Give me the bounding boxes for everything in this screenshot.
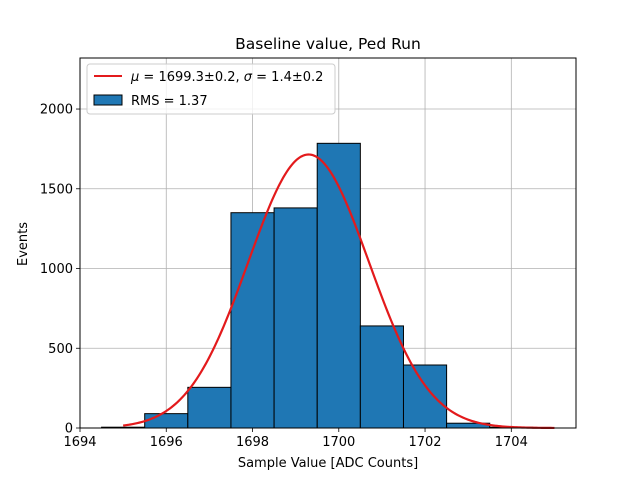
gaussian-fit — [122, 153, 555, 430]
x-tick-label: 1694 — [63, 435, 96, 450]
x-tick-label: 1696 — [150, 435, 183, 450]
y-tick-label: 0 — [65, 422, 73, 437]
y-tick-label: 1000 — [40, 262, 73, 277]
x-axis-label: Sample Value [ADC Counts] — [238, 456, 418, 471]
x-tick-label: 1700 — [322, 435, 355, 450]
y-tick-label: 500 — [48, 342, 73, 357]
plot-frame — [79, 57, 577, 429]
histogram-bar — [316, 142, 361, 429]
legend-hist-label: RMS = 1.37 — [131, 94, 208, 109]
histogram-bars — [101, 142, 534, 429]
legend: μ = 1699.3±0.2, σ = 1.4±0.2 RMS = 1.37 — [86, 63, 336, 115]
y-tick-label: 2000 — [40, 103, 73, 118]
legend-hist-swatch — [93, 94, 123, 106]
histogram-bar — [230, 212, 275, 429]
legend-mu-value: = 1699.3±0.2, — [139, 70, 243, 85]
legend-sigma-symbol: σ — [244, 70, 253, 85]
y-axis-ticks: 0 500 1000 1500 2000 — [40, 103, 80, 437]
x-axis-ticks: 1694 1696 1698 1700 1702 1704 — [63, 428, 528, 450]
legend-mu-symbol: μ — [130, 70, 139, 85]
legend-sigma-value: = 1.4±0.2 — [252, 70, 323, 85]
histogram-bar — [359, 325, 404, 429]
histogram-bar — [402, 364, 448, 429]
legend-fit-label: μ = 1699.3±0.2, σ = 1.4±0.2 — [130, 70, 323, 85]
x-tick-label: 1702 — [408, 435, 441, 450]
x-tick-label: 1698 — [236, 435, 269, 450]
histogram-bar — [187, 386, 232, 429]
fit-curve — [122, 153, 555, 430]
histogram-bar — [273, 207, 318, 429]
y-axis-label: Events — [16, 222, 31, 266]
legend-box — [86, 63, 336, 115]
x-tick-label: 1704 — [495, 435, 528, 450]
histogram-bar — [144, 413, 189, 429]
chart-title: Baseline value, Ped Run — [235, 35, 421, 53]
y-tick-label: 1500 — [40, 182, 73, 197]
